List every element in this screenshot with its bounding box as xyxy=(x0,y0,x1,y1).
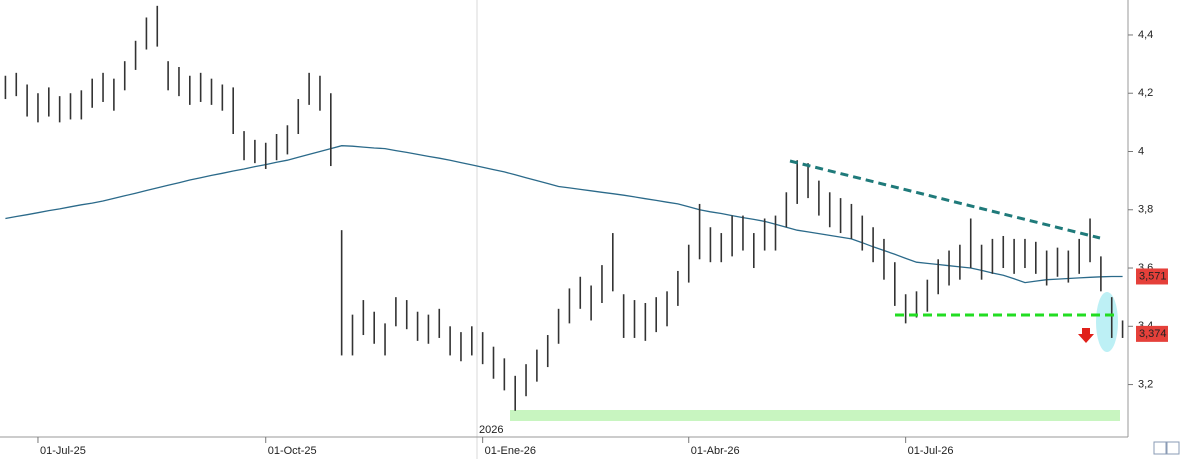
y-tick-label: 3,8 xyxy=(1138,204,1153,216)
y-tick-label: 4 xyxy=(1138,145,1144,157)
moving-average-line xyxy=(5,145,1123,284)
scroll-button[interactable] xyxy=(1153,441,1167,455)
x-tick-label: 01-Abr-26 xyxy=(691,445,740,457)
scroll-button[interactable] xyxy=(1166,441,1180,455)
x-tick-label: 01-Jul-25 xyxy=(40,445,86,457)
price-tag-label: 3,374 xyxy=(1139,328,1167,340)
price-tag xyxy=(1136,268,1168,285)
price-tag xyxy=(1136,325,1168,342)
y-tick-label: 4,2 xyxy=(1138,87,1153,99)
x-tick-label: 01-Oct-25 xyxy=(268,445,317,457)
down-arrow xyxy=(1078,328,1094,343)
y-tick-label: 3,2 xyxy=(1138,378,1153,390)
resistance-trendline xyxy=(789,159,1101,240)
support-zone xyxy=(510,410,1120,421)
highlight-ellipse xyxy=(1096,292,1118,352)
x-tick-label: 01-Jul-26 xyxy=(908,445,954,457)
y-tick-label: 4,4 xyxy=(1138,29,1153,41)
price-tag-label: 3,571 xyxy=(1139,270,1167,282)
x-tick-label: 01-Ene-26 xyxy=(485,445,536,457)
year-label: 2026 xyxy=(479,424,503,436)
